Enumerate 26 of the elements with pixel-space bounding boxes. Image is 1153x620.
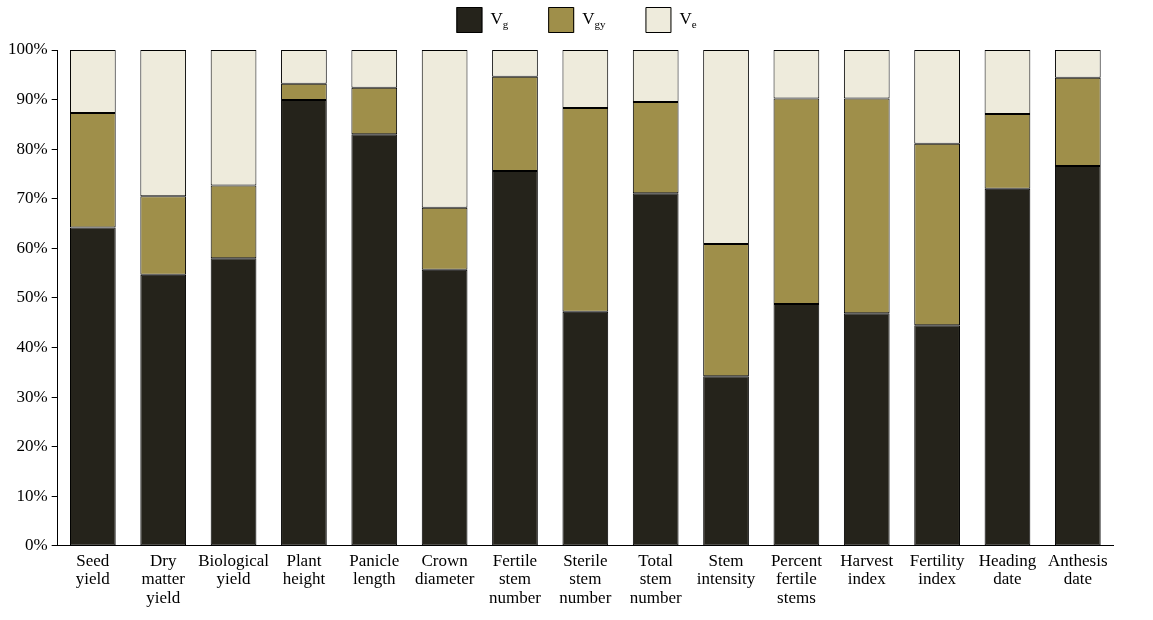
y-tick-label: 50% <box>16 287 48 307</box>
x-tick-label: Seed yield <box>75 550 111 589</box>
y-tick-label: 80% <box>16 138 48 158</box>
y-tick-label: 40% <box>16 337 48 357</box>
x-tick-label: Biological yield <box>198 550 270 589</box>
x-tick-label: Fertile stem number <box>489 550 542 608</box>
y-tick-label: 60% <box>16 237 48 257</box>
x-tick-label: Heading date <box>978 550 1037 589</box>
x-tick-label: Anthesis date <box>1048 550 1108 589</box>
x-tick-label: Stem intensity <box>696 550 756 589</box>
y-tick-label: 20% <box>16 436 48 456</box>
x-tick-label: Sterile stem number <box>559 550 612 608</box>
x-tick-label: Panicle length <box>349 550 400 589</box>
y-tick-label: 70% <box>16 188 48 208</box>
y-tick-label: 0% <box>24 535 48 555</box>
x-tick-label: Fertility index <box>909 550 965 589</box>
y-tick-label: 30% <box>16 386 48 406</box>
x-tick-label: Dry matter yield <box>141 550 186 608</box>
x-tick-label: Percent fertile stems <box>770 550 823 608</box>
y-tick-label: 10% <box>16 485 48 505</box>
x-tick-label: Harvest index <box>840 550 894 589</box>
x-tick-label: Plant height <box>282 550 326 589</box>
y-tick-label: 100% <box>7 39 48 59</box>
y-tick-label: 90% <box>16 89 48 109</box>
x-tick-label: Crown diameter <box>414 550 475 589</box>
x-tick-label: Total stem number <box>629 550 682 608</box>
